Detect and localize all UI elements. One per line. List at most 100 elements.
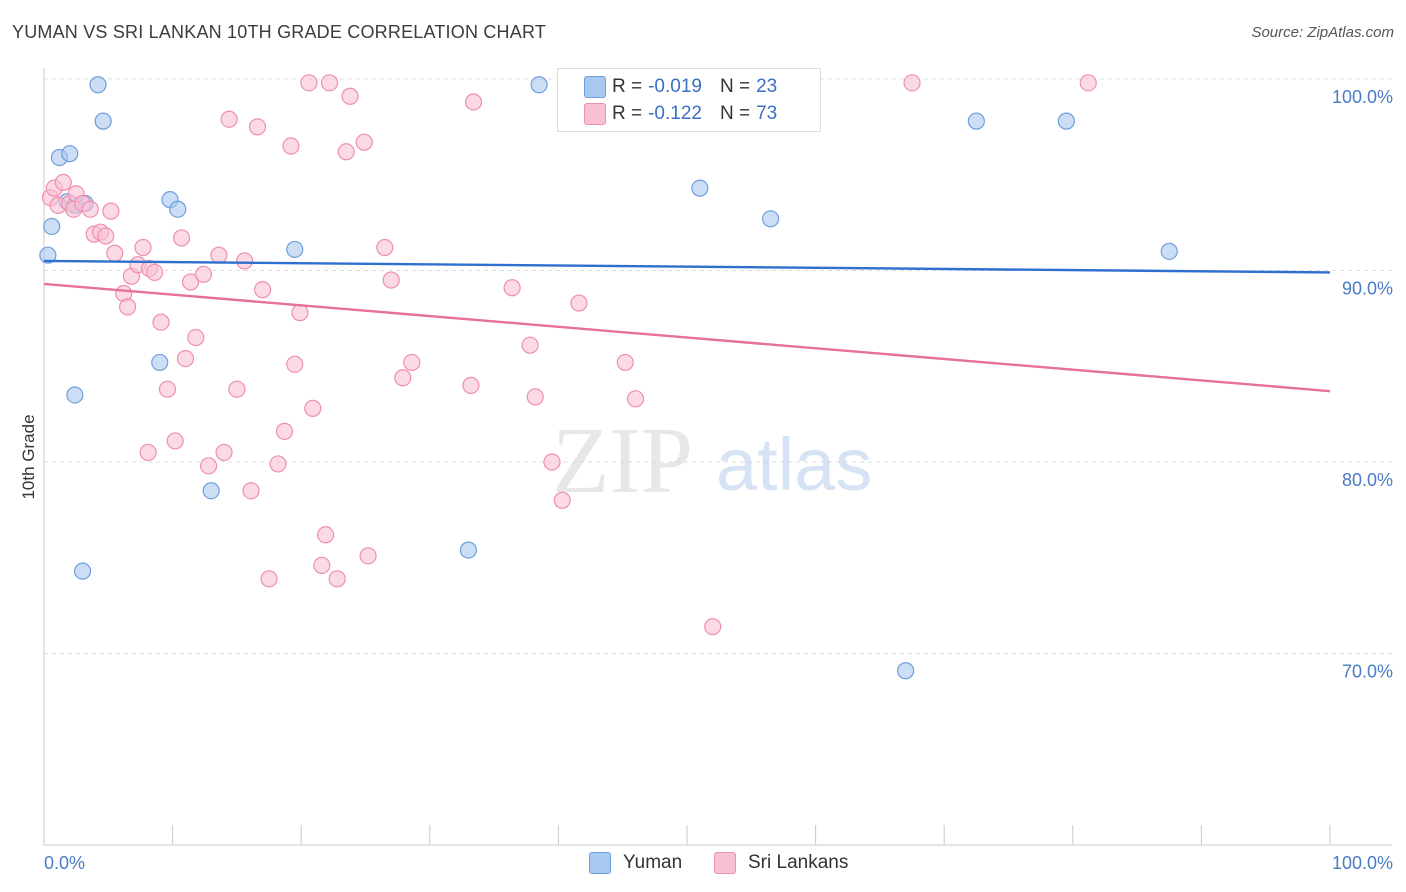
srilankans-point xyxy=(242,482,260,500)
srilankans-point xyxy=(187,328,205,347)
srilankans-point xyxy=(1079,74,1097,92)
srilankans-point xyxy=(337,143,355,161)
srilankans-point xyxy=(200,457,218,475)
axes xyxy=(43,68,1392,846)
yuman-swatch xyxy=(584,76,606,98)
chart-title: YUMAN VS SRI LANKAN 10TH GRADE CORRELATI… xyxy=(12,22,547,42)
srilankans-point xyxy=(152,313,170,331)
srilankans-point xyxy=(210,246,228,264)
srilankans-point xyxy=(570,294,588,312)
srilankans-point xyxy=(106,244,124,262)
yuman-point xyxy=(43,217,61,236)
r-value: -0.019 xyxy=(648,76,702,97)
yuman-point xyxy=(61,145,79,163)
srilankans-trend-line xyxy=(43,282,1331,393)
yuman-point xyxy=(1160,242,1178,260)
srilankans-point xyxy=(376,238,394,257)
n-label: N = xyxy=(719,76,751,97)
r-value: -0.122 xyxy=(648,103,702,124)
srilankans-point xyxy=(543,453,561,471)
legend-label-srilankans: Sri Lankans xyxy=(748,852,849,873)
x-tick-label-min: 0.0% xyxy=(44,853,85,873)
series-legend: Yuman Sri Lankans xyxy=(0,852,1406,878)
srilankans-point xyxy=(254,281,272,299)
srilankans-point xyxy=(269,455,287,473)
srilankans-point xyxy=(616,353,634,372)
y-tick-label: 100.0% xyxy=(1332,87,1393,107)
srilankans-point xyxy=(903,74,921,92)
srilankans-point xyxy=(81,200,99,218)
yuman-point xyxy=(202,482,220,500)
srilankans-point xyxy=(275,422,294,440)
gridlines xyxy=(44,78,1392,654)
trend-lines xyxy=(43,259,1331,393)
srilankans-point xyxy=(182,273,200,291)
watermark: ZIP atlas xyxy=(552,409,872,513)
srilankans-point xyxy=(194,265,213,283)
yuman-point xyxy=(169,200,187,218)
srilankans-point xyxy=(553,491,571,509)
legend-label-yuman: Yuman xyxy=(623,852,683,873)
yuman-point xyxy=(89,76,107,94)
srilankans-point xyxy=(320,74,339,92)
srilankans-point xyxy=(328,570,346,588)
srilankans-point xyxy=(382,271,400,289)
srilankans-point xyxy=(359,547,377,565)
srilankans-point xyxy=(260,570,278,588)
srilankans-point xyxy=(704,618,722,636)
srilankans-legend-swatch xyxy=(714,852,736,874)
srilankans-point xyxy=(166,432,184,450)
source-credit: Source: ZipAtlas.com xyxy=(1251,24,1394,41)
stats-legend-row-srilankans: R = -0.122 N = 73 xyxy=(584,102,777,126)
srilankans-point xyxy=(215,443,233,462)
srilankans-point xyxy=(145,263,164,282)
srilankans-point xyxy=(286,355,304,373)
stats-legend-row-yuman: R = -0.019 N = 23 xyxy=(584,75,777,99)
legend-item-srilankans[interactable]: Sri Lankans xyxy=(714,852,848,874)
srilankans-point xyxy=(462,376,480,394)
srilankans-point xyxy=(464,93,483,111)
srilankans-point xyxy=(626,390,645,408)
yuman-legend-swatch xyxy=(589,852,611,874)
legend-item-yuman[interactable]: Yuman xyxy=(589,852,682,874)
srilankans-point xyxy=(139,443,157,462)
srilankans-swatch xyxy=(584,103,606,125)
srilankans-point xyxy=(236,252,254,270)
srilankans-point xyxy=(118,298,137,316)
yuman-point xyxy=(286,240,304,259)
yuman-point xyxy=(459,541,477,559)
srilankans-point xyxy=(355,133,373,151)
yuman-point xyxy=(530,76,548,94)
srilankans-point xyxy=(228,380,246,398)
srilankans-point xyxy=(97,227,115,245)
srilankans-point xyxy=(304,399,322,417)
yuman-point xyxy=(94,112,112,130)
srilankans-point xyxy=(526,388,544,406)
yuman-point xyxy=(1057,112,1075,130)
yuman-point xyxy=(691,179,709,197)
yuman-point xyxy=(761,210,780,228)
data-points xyxy=(39,74,1178,680)
yuman-point xyxy=(39,246,57,264)
srilankans-point xyxy=(317,526,335,544)
srilankans-point xyxy=(173,229,191,247)
r-label: R = xyxy=(612,103,643,124)
srilankans-point xyxy=(282,137,300,155)
stats-legend: R = -0.019 N = 23 R = -0.122 N = 73 xyxy=(557,68,821,132)
x-tick-label-max: 100.0% xyxy=(1332,853,1393,873)
r-label: R = xyxy=(612,76,643,97)
srilankans-point xyxy=(394,369,412,387)
yuman-point xyxy=(967,112,985,130)
srilankans-point xyxy=(176,349,195,368)
yuman-point xyxy=(151,353,169,372)
yuman-trend-line xyxy=(43,259,1331,274)
srilankans-point xyxy=(54,173,72,192)
watermark-atlas: atlas xyxy=(716,423,872,506)
y-tick-label: 90.0% xyxy=(1342,279,1393,299)
srilankans-point xyxy=(521,336,539,354)
srilankans-point xyxy=(102,202,120,220)
srilankans-point xyxy=(158,380,177,398)
tick-labels: 100.0% 90.0% 80.0% 70.0% 0.0% 100.0% xyxy=(44,87,1393,873)
yuman-point xyxy=(897,662,915,680)
